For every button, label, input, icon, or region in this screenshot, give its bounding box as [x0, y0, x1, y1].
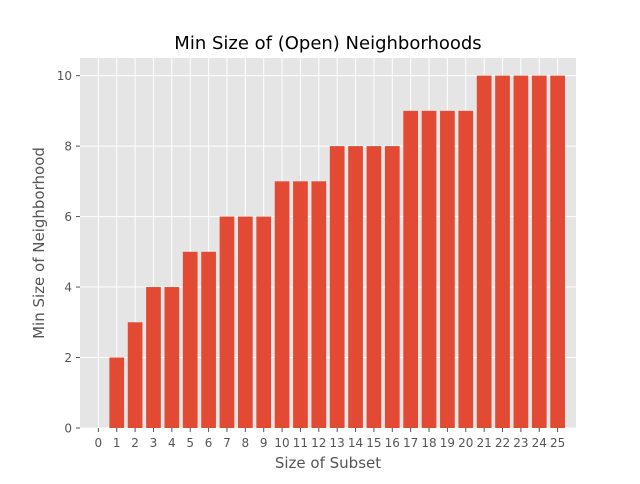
bar: [531, 75, 547, 428]
x-tick-label: 25: [550, 436, 565, 450]
bar: [146, 287, 161, 428]
y-tick-label: 4: [64, 281, 72, 295]
bar: [403, 110, 419, 428]
bars: [109, 75, 565, 428]
chart-title: Min Size of (Open) Neighborhoods: [174, 33, 481, 54]
y-tick-label: 8: [64, 140, 72, 154]
bar: [201, 251, 216, 428]
x-tick-label: 21: [477, 436, 492, 450]
x-tick-label: 8: [242, 436, 250, 450]
x-tick-label: 1: [113, 436, 121, 450]
x-tick-label: 15: [366, 436, 381, 450]
y-tick-label: 10: [57, 69, 72, 83]
bar: [458, 110, 474, 428]
bar: [440, 110, 455, 428]
y-axis-ticks: 0 2 4 6 8 10: [57, 69, 80, 436]
bar: [348, 146, 363, 428]
bar: [127, 322, 143, 428]
x-tick-label: 0: [95, 436, 103, 450]
x-tick-label: 9: [260, 436, 268, 450]
plot-area: [80, 58, 576, 428]
x-tick-label: 2: [131, 436, 139, 450]
bar: [421, 110, 437, 428]
y-tick-label: 0: [64, 422, 72, 436]
bar: [237, 216, 253, 428]
x-tick-label: 18: [421, 436, 436, 450]
bar: [513, 75, 529, 428]
bar: [274, 181, 290, 428]
bar: [329, 146, 345, 428]
bar: [366, 146, 382, 428]
x-tick-label: 13: [330, 436, 345, 450]
bar: [476, 75, 492, 428]
x-tick-label: 23: [513, 436, 528, 450]
y-tick-label: 6: [64, 210, 72, 224]
bar: [384, 146, 400, 428]
x-tick-label: 3: [150, 436, 158, 450]
bar: [182, 251, 198, 428]
bar: [109, 357, 125, 428]
x-tick-label: 24: [532, 436, 547, 450]
bar: [256, 216, 272, 428]
x-axis-ticks: 0 1 2 3 4 5 6 7 8 9 10 11 12 13 14 15 16 17 18 19 20 21 22 23 24…: [95, 428, 565, 450]
x-tick-label: 6: [205, 436, 213, 450]
x-tick-label: 11: [293, 436, 308, 450]
bar: [311, 181, 327, 428]
x-axis-label: Size of Subset: [275, 454, 381, 472]
x-tick-label: 7: [223, 436, 231, 450]
x-tick-label: 17: [403, 436, 418, 450]
x-tick-label: 5: [186, 436, 194, 450]
x-tick-label: 22: [495, 436, 510, 450]
y-axis-label: Min Size of Neighborhood: [30, 147, 48, 339]
bar: [293, 181, 308, 428]
x-tick-label: 14: [348, 436, 363, 450]
x-tick-label: 16: [385, 436, 400, 450]
x-tick-label: 4: [168, 436, 176, 450]
y-tick-label: 2: [64, 351, 72, 365]
x-tick-label: 10: [274, 436, 289, 450]
x-tick-label: 20: [458, 436, 473, 450]
x-tick-label: 19: [440, 436, 455, 450]
bar: [550, 75, 565, 428]
bar: [495, 75, 510, 428]
bar: [219, 216, 235, 428]
bar: [164, 287, 180, 428]
x-tick-label: 12: [311, 436, 326, 450]
